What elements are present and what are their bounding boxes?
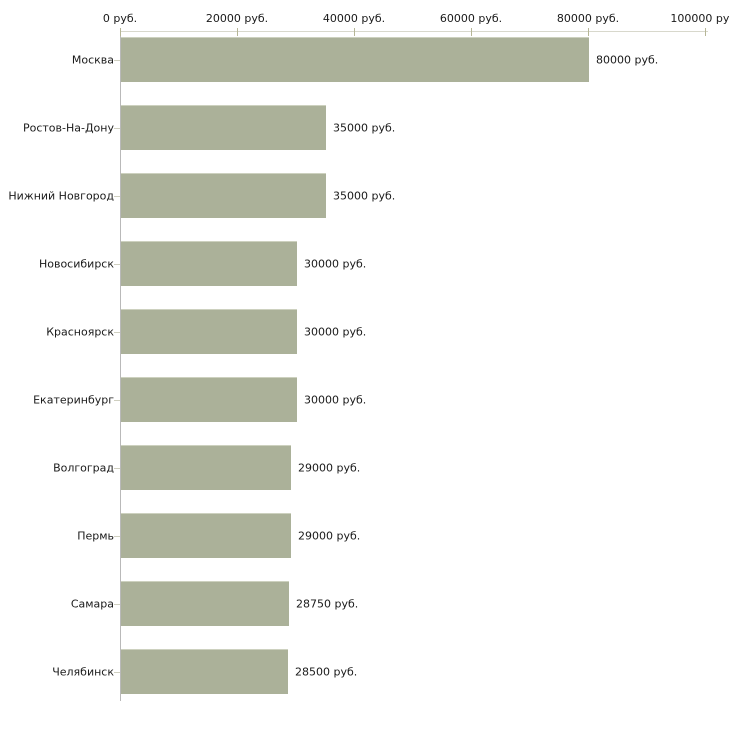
x-axis-tick-mark [471,28,472,36]
value-label: 28500 руб. [295,665,358,678]
category-tick-mark [114,195,120,197]
category-label: Новосибирск [38,257,114,270]
category-label: Красноярск [46,325,114,338]
value-label: 35000 руб. [333,189,396,202]
x-axis-tick-mark [354,28,355,36]
x-axis-tick-mark [588,28,589,36]
category-tick-mark [114,59,120,61]
bar [121,581,289,626]
category-label: Ростов-На-Дону [22,121,114,134]
value-label: 35000 руб. [333,121,396,134]
bar [121,513,291,558]
x-axis-tick-label: 40000 руб. [322,12,386,25]
bar [121,173,326,218]
category-tick-mark [114,399,120,401]
category-label: Волгоград [53,461,114,474]
x-axis-tick-label: 60000 руб. [439,12,503,25]
category-label: Пермь [77,529,114,542]
bar [121,309,297,354]
value-label: 29000 руб. [298,529,361,542]
x-axis-tick-mark [120,28,121,36]
x-axis-tick-mark [705,28,706,36]
category-tick-mark [114,263,120,265]
category-tick-mark [114,535,120,537]
bar [121,649,288,694]
y-axis-line [120,31,121,701]
bar [121,241,297,286]
x-axis-tick-label: 0 руб. [102,12,138,25]
value-label: 29000 руб. [298,461,361,474]
x-axis-tick-label: 80000 руб. [556,12,620,25]
x-axis-tick-mark [237,28,238,36]
category-label: Москва [71,53,114,66]
value-label: 80000 руб. [596,53,659,66]
x-axis-tick-label: 100000 руб. [670,12,730,25]
bar [121,445,291,490]
value-label: 28750 руб. [296,597,359,610]
category-tick-mark [114,127,120,129]
category-label: Нижний Новгород [8,189,114,202]
bar [121,105,326,150]
bar [121,377,297,422]
category-tick-mark [114,671,120,673]
category-tick-mark [114,467,120,469]
category-tick-mark [114,331,120,333]
value-label: 30000 руб. [304,325,367,338]
category-label: Челябинск [52,665,114,678]
value-label: 30000 руб. [304,393,367,406]
bar [121,37,589,82]
category-tick-mark [114,603,120,605]
category-label: Самара [70,597,114,610]
x-axis-tick-label: 20000 руб. [205,12,269,25]
category-label: Екатеринбург [33,393,114,406]
x-axis-line [120,31,708,32]
value-label: 30000 руб. [304,257,367,270]
